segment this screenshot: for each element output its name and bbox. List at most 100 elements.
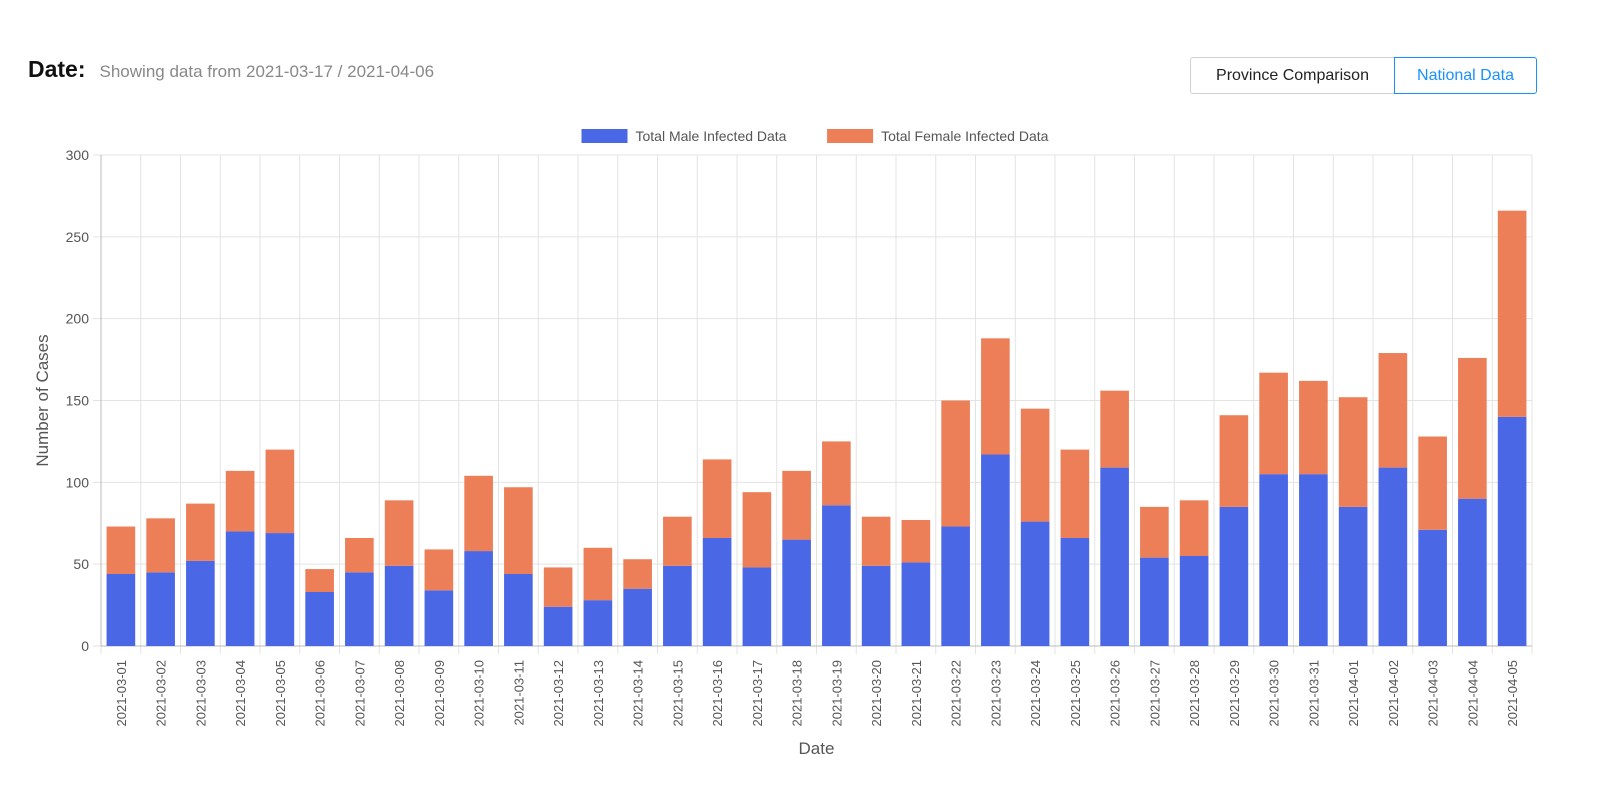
male-bar xyxy=(106,573,136,646)
male-bar xyxy=(543,606,573,646)
y-tick-label: 200 xyxy=(66,311,90,327)
male-bar xyxy=(1458,498,1487,646)
x-tick-label: 2021-03-03 xyxy=(193,660,208,727)
female-bar xyxy=(1179,500,1209,556)
male-bar xyxy=(782,539,811,646)
female-bar xyxy=(1458,357,1487,499)
x-tick-label: 2021-03-09 xyxy=(432,660,447,727)
male-bar xyxy=(941,526,970,646)
x-tick-label: 2021-03-11 xyxy=(511,660,526,726)
female-bar xyxy=(424,549,454,591)
female-bar xyxy=(305,569,334,592)
female-bar xyxy=(1378,353,1408,468)
female-bar xyxy=(822,441,851,506)
male-bar xyxy=(742,567,772,646)
female-bar xyxy=(464,475,493,552)
x-tick-label: 2021-03-28 xyxy=(1187,660,1202,727)
x-tick-label: 2021-03-01 xyxy=(114,660,129,727)
male-bar xyxy=(1140,557,1169,646)
x-tick-label: 2021-03-13 xyxy=(591,660,606,727)
male-bar xyxy=(981,454,1010,646)
legend-swatch xyxy=(827,129,874,143)
date-label: Date: xyxy=(28,56,86,82)
male-bar xyxy=(822,505,851,646)
x-tick-label: 2021-03-30 xyxy=(1267,660,1282,727)
x-tick-label: 2021-04-03 xyxy=(1426,660,1441,727)
female-bar xyxy=(186,503,215,561)
male-bar xyxy=(464,551,493,646)
female-bar xyxy=(623,559,652,589)
x-tick-label: 2021-03-02 xyxy=(154,660,169,727)
female-bar xyxy=(265,449,295,534)
female-bar xyxy=(583,547,613,601)
female-bar xyxy=(1020,408,1050,522)
x-tick-label: 2021-03-19 xyxy=(829,660,844,727)
female-bar xyxy=(861,516,891,566)
date-range-text: Showing data from 2021-03-17 / 2021-04-0… xyxy=(99,62,435,81)
male-bar xyxy=(1299,474,1328,646)
male-bar xyxy=(1020,521,1050,646)
female-bar xyxy=(384,500,414,566)
female-bar xyxy=(1299,380,1328,475)
female-bar xyxy=(941,400,970,527)
male-bar xyxy=(583,600,613,646)
male-bar xyxy=(225,531,255,646)
female-bar xyxy=(345,537,374,573)
female-bar xyxy=(702,459,732,538)
x-tick-label: 2021-03-15 xyxy=(670,660,685,727)
y-tick-label: 300 xyxy=(66,147,90,163)
x-tick-label: 2021-03-06 xyxy=(313,660,328,727)
female-bar xyxy=(1219,415,1249,507)
x-tick-label: 2021-03-23 xyxy=(988,660,1003,727)
x-tick-label: 2021-03-20 xyxy=(869,660,884,727)
national-data-button[interactable]: National Data xyxy=(1394,57,1537,94)
view-toggle: Province Comparison National Data xyxy=(1190,57,1537,94)
legend-swatch xyxy=(581,129,628,143)
female-bar xyxy=(543,567,573,607)
male-bar xyxy=(146,572,175,646)
x-tick-label: 2021-04-02 xyxy=(1386,660,1401,727)
female-bar xyxy=(663,516,692,566)
x-tick-label: 2021-03-18 xyxy=(790,660,805,727)
x-tick-label: 2021-03-04 xyxy=(233,660,248,727)
legend-label: Total Male Infected Data xyxy=(636,128,787,144)
x-tick-label: 2021-04-01 xyxy=(1346,660,1361,727)
male-bar xyxy=(861,565,891,646)
x-tick-label: 2021-03-27 xyxy=(1147,660,1162,727)
y-tick-label: 150 xyxy=(66,393,90,409)
y-tick-label: 0 xyxy=(81,638,89,654)
y-tick-label: 50 xyxy=(73,556,89,572)
x-tick-label: 2021-03-16 xyxy=(710,660,725,727)
male-bar xyxy=(1219,506,1249,646)
female-bar xyxy=(1100,390,1129,468)
male-bar xyxy=(424,590,454,646)
x-tick-label: 2021-04-05 xyxy=(1505,660,1520,727)
female-bar xyxy=(1418,436,1447,530)
female-bar xyxy=(1140,506,1169,558)
male-bar xyxy=(186,560,215,646)
female-bar xyxy=(504,487,533,574)
y-tick-label: 100 xyxy=(66,474,90,490)
x-tick-label: 2021-03-22 xyxy=(949,660,964,727)
male-bar xyxy=(1378,467,1408,646)
legend-label: Total Female Infected Data xyxy=(881,128,1049,144)
x-tick-label: 2021-03-26 xyxy=(1108,660,1123,727)
male-bar xyxy=(663,565,692,646)
x-tick-label: 2021-03-14 xyxy=(631,660,646,727)
male-bar xyxy=(504,573,533,646)
x-tick-label: 2021-03-17 xyxy=(750,660,765,727)
x-tick-label: 2021-03-31 xyxy=(1306,660,1321,727)
male-bar xyxy=(1179,555,1209,646)
x-tick-label: 2021-03-25 xyxy=(1068,660,1083,727)
male-bar xyxy=(384,565,414,646)
x-tick-label: 2021-03-05 xyxy=(273,660,288,727)
male-bar xyxy=(1060,537,1090,646)
female-bar xyxy=(106,526,136,574)
x-tick-label: 2021-03-10 xyxy=(472,660,487,727)
male-bar xyxy=(265,533,295,646)
x-tick-label: 2021-03-24 xyxy=(1028,660,1043,727)
female-bar xyxy=(1060,449,1090,538)
province-comparison-button[interactable]: Province Comparison xyxy=(1190,57,1395,94)
x-tick-label: 2021-03-29 xyxy=(1227,660,1242,727)
